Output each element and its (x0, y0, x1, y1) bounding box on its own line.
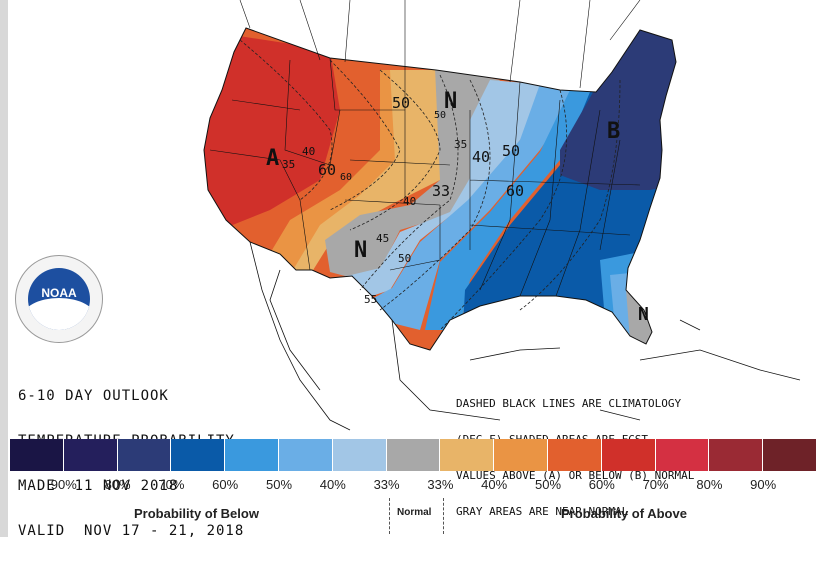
canada-lines (239, 0, 641, 89)
probability-color-legend (10, 439, 817, 471)
note-line-3: VALUES ABOVE (A) OR BELOW (B) NORMAL (456, 469, 695, 482)
legend-tick-label: 90% (750, 477, 777, 492)
near-normal-label-florida: N (638, 304, 649, 325)
legend-swatch (171, 439, 226, 471)
note-line-4: GRAY AREAS ARE NEAR-NORMAL (456, 505, 629, 518)
contour-label: 40 (302, 145, 315, 158)
state-borders (203, 0, 801, 431)
climatology-contours (239, 39, 621, 331)
contour-label: 60 (318, 161, 336, 179)
contour-label: 40 (403, 195, 416, 208)
legend-swatch (601, 439, 656, 471)
mexico-coast (249, 241, 561, 431)
legend-tick-label: 80% (696, 477, 723, 492)
legend-tick-label: 60% (212, 477, 239, 492)
legend-tick-label: 40% (319, 477, 346, 492)
contour-value-labels: 50 60 40 35 50 60 33 40 40 45 50 55 35 5… (282, 94, 524, 306)
contour-label: 33 (432, 182, 450, 200)
below-60-band (425, 90, 600, 330)
above-caption: Probability of Above (561, 506, 687, 521)
contour-label: 50 (434, 110, 446, 121)
contour-label: 45 (376, 232, 389, 245)
legend-swatch (63, 439, 118, 471)
contour-label: 50 (502, 142, 520, 160)
below-40-band (330, 80, 560, 300)
legend-swatch (494, 439, 548, 471)
legend-tick-label: 33% (427, 477, 454, 492)
noaa-logo: NOAA (15, 255, 103, 343)
outlook-map-figure: 50 60 40 35 50 60 33 40 40 45 50 55 35 5… (0, 0, 817, 539)
anomaly-letters: A B N N N (266, 89, 649, 325)
legend-swatch (440, 439, 495, 471)
legend-swatch (332, 439, 387, 471)
legend-tick-label: 40% (481, 477, 508, 492)
caribbean-coast (599, 319, 801, 421)
legend-tick-label: 90% (50, 477, 77, 492)
legend-tick-label: 80% (104, 477, 131, 492)
noaa-logo-text: NOAA (41, 286, 77, 300)
noaa-logo-inner: NOAA (28, 268, 90, 330)
legend-tick-label: 70% (158, 477, 185, 492)
contour-label: 50 (398, 252, 411, 265)
legend-tick-label: 70% (642, 477, 669, 492)
near-normal-label-south: N (354, 238, 367, 263)
legend-tick-label: 50% (265, 477, 293, 492)
above-normal-label: A (266, 146, 279, 171)
near-normal-label-north: N (444, 89, 457, 114)
left-frame-bar (0, 0, 8, 537)
contour-label: 55 (364, 293, 377, 306)
contour-label: 60 (340, 172, 352, 183)
contour-label: 60 (506, 182, 524, 200)
legend-swatch (386, 439, 441, 471)
above-70-west (204, 30, 340, 230)
title-line-1: 6-10 DAY OUTLOOK (18, 388, 169, 404)
title-line-3: MADE 11 NOV 2018 (18, 478, 179, 494)
below-50-band (370, 84, 580, 330)
legend-swatch (763, 439, 817, 471)
normal-divider-right (443, 498, 444, 534)
legend-swatch (655, 439, 710, 471)
contour-label: 35 (454, 138, 467, 151)
contour-label: 40 (472, 148, 490, 166)
normal-region (325, 68, 500, 280)
noaa-logo-white-half (28, 298, 90, 330)
below-normal-label: B (607, 119, 620, 144)
legend-tick-label: 50% (534, 477, 562, 492)
title-line-4: VALID NOV 17 - 21, 2018 (18, 523, 245, 539)
above-40-band (290, 70, 440, 275)
contour-label: 50 (392, 94, 410, 112)
legend-swatch (547, 439, 602, 471)
note-line-1: DASHED BLACK LINES ARE CLIMATOLOGY (456, 397, 682, 410)
legend-swatch (709, 439, 764, 471)
contour-label: 35 (282, 158, 295, 171)
us-outline (203, 27, 677, 351)
legend-swatch (117, 439, 172, 471)
legend-tick-label: 60% (588, 477, 615, 492)
legend-tick-label: 33% (373, 477, 400, 492)
border-lines (209, 57, 641, 297)
us-temperature-map: 50 60 40 35 50 60 33 40 40 45 50 55 35 5… (203, 0, 801, 431)
normal-caption: Normal (397, 507, 432, 518)
legend-swatch (278, 439, 333, 471)
legend-swatch (10, 439, 64, 471)
below-caption: Probability of Below (134, 506, 259, 521)
normal-divider-left (389, 498, 390, 534)
legend-swatch (225, 439, 279, 471)
